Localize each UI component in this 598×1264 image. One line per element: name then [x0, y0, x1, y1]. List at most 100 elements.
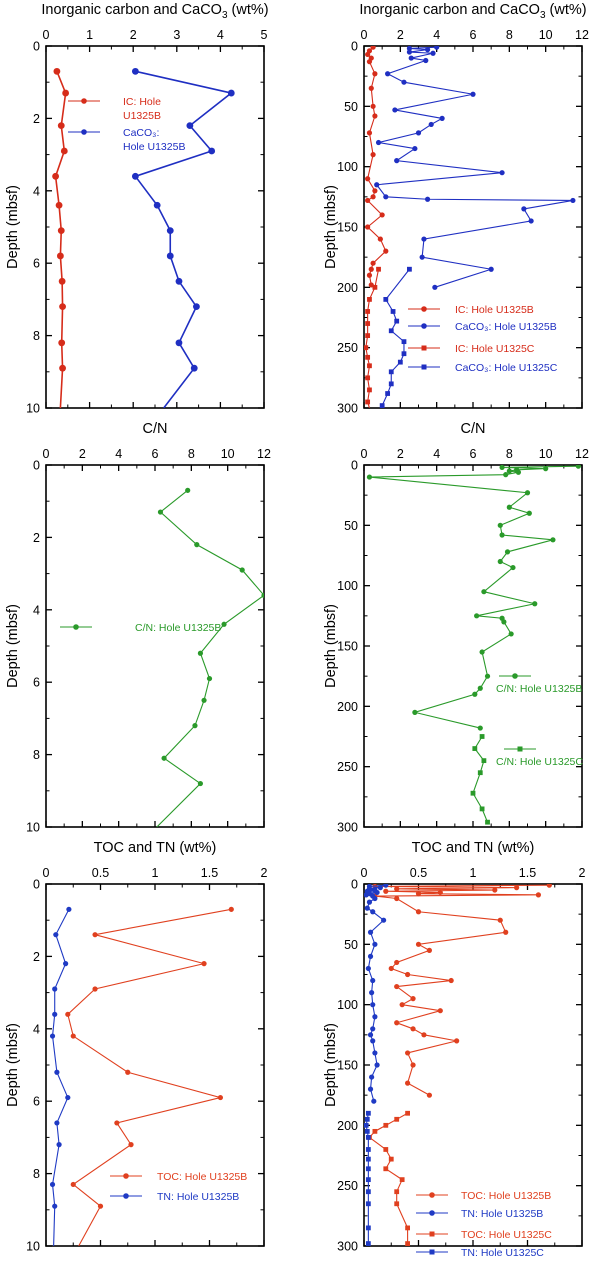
legend-label: Hole U1325B: [123, 141, 185, 153]
data-point: [370, 103, 376, 109]
x-tick-label: 0: [361, 866, 368, 880]
data-point: [546, 884, 552, 888]
data-point: [370, 1026, 376, 1032]
data-point: [406, 46, 413, 52]
data-point: [92, 986, 98, 992]
chart-panel-p4: C/N Depth (mbsf) 0 2 4 6 8 10 12 0 50 100 150 200 250 3…: [323, 421, 589, 835]
x-tick-label: 10: [221, 447, 235, 461]
data-point: [472, 691, 478, 697]
legend-marker: [429, 1210, 435, 1216]
legend-marker: [517, 746, 523, 752]
data-point: [197, 780, 204, 787]
legend-entry: C/N: Hole U1325B: [60, 622, 221, 634]
data-point: [474, 613, 480, 619]
data-point: [367, 953, 374, 960]
x-tick-label: 0: [361, 28, 368, 42]
data-point: [186, 122, 194, 130]
data-point: [424, 47, 431, 53]
series-p4-0: [366, 465, 581, 731]
data-point: [54, 1069, 60, 1075]
data-point: [370, 152, 376, 158]
x-tick-label: 0: [43, 447, 50, 461]
y-tick-label: 10: [26, 821, 40, 835]
data-point: [372, 71, 378, 77]
data-point: [364, 1128, 370, 1134]
data-point: [388, 965, 394, 972]
x-tick-label: 1: [470, 866, 477, 880]
series-line: [54, 71, 67, 408]
series-p2-2: [364, 266, 381, 408]
x-tick-label: 8: [506, 28, 513, 42]
series-p3-0: [156, 487, 264, 827]
y-tick-label: 4: [33, 184, 40, 198]
legend-marker: [429, 1231, 435, 1237]
legend-marker: [421, 345, 427, 351]
data-point: [114, 1120, 120, 1126]
y-axis-label: Depth (mbsf): [323, 1023, 339, 1107]
legend-label: IC: Hole: [123, 96, 161, 108]
data-point: [370, 1038, 376, 1044]
y-tick-label: 250: [337, 1179, 358, 1193]
x-tick-label: 0: [43, 28, 50, 42]
y-tick-label: 10: [26, 1240, 40, 1254]
data-point: [367, 387, 372, 393]
x-tick-label: 5: [261, 28, 268, 42]
data-point: [366, 899, 373, 905]
data-point: [364, 905, 370, 911]
data-point: [412, 709, 418, 715]
data-point: [388, 381, 394, 387]
data-point: [370, 260, 376, 266]
data-point: [372, 895, 378, 902]
legend-label: C/N: Hole U1325B: [496, 683, 582, 695]
data-point: [372, 1014, 378, 1020]
data-point: [484, 673, 491, 679]
legend-marker: [81, 98, 87, 104]
legend-label: IC: Hole U1325B: [455, 304, 534, 316]
data-point: [492, 887, 498, 893]
data-point: [365, 1147, 371, 1152]
data-point: [125, 1069, 131, 1075]
data-point: [415, 909, 422, 915]
data-point: [377, 236, 383, 242]
data-point: [399, 1002, 405, 1008]
data-point: [508, 631, 514, 637]
data-point: [472, 746, 478, 751]
x-tick-label: 6: [470, 447, 477, 461]
y-tick-label: 0: [351, 878, 358, 892]
data-point: [49, 1033, 56, 1039]
data-point: [426, 947, 432, 953]
series-p6-2: [367, 1110, 410, 1246]
y-tick-label: 0: [351, 40, 358, 54]
data-point: [439, 115, 445, 121]
data-point: [201, 697, 207, 703]
data-point: [575, 465, 581, 469]
x-tick-label: 10: [539, 447, 553, 461]
data-point: [499, 170, 505, 176]
data-point: [394, 1116, 400, 1122]
legend-marker: [421, 306, 427, 312]
plot-frame: [363, 464, 583, 828]
legend-entry: TN: Hole U1325C: [416, 1247, 544, 1259]
legend-label: TN: Hole U1325B: [461, 1208, 543, 1220]
data-point: [394, 959, 400, 966]
data-point: [63, 961, 69, 967]
data-point: [365, 1225, 371, 1231]
data-point: [421, 1032, 427, 1038]
y-tick-label: 0: [33, 878, 40, 892]
y-tick-label: 50: [344, 519, 358, 533]
legend-entry: CaCO₃: Hole U1325C: [408, 362, 558, 374]
data-point: [365, 176, 371, 182]
legend-entry: TN: Hole U1325B: [110, 1191, 239, 1203]
data-point: [58, 277, 66, 285]
y-tick-label: 150: [337, 1059, 358, 1073]
data-point: [59, 364, 66, 372]
data-point: [501, 619, 507, 625]
chart-title: Inorganic carbon and CaCO3 (wt%): [359, 2, 586, 21]
data-point: [532, 601, 538, 607]
data-point: [365, 333, 371, 338]
data-point: [52, 1011, 58, 1017]
data-point: [401, 79, 407, 85]
x-tick-label: 4: [217, 28, 224, 42]
data-point: [166, 227, 174, 235]
data-point: [367, 929, 374, 935]
